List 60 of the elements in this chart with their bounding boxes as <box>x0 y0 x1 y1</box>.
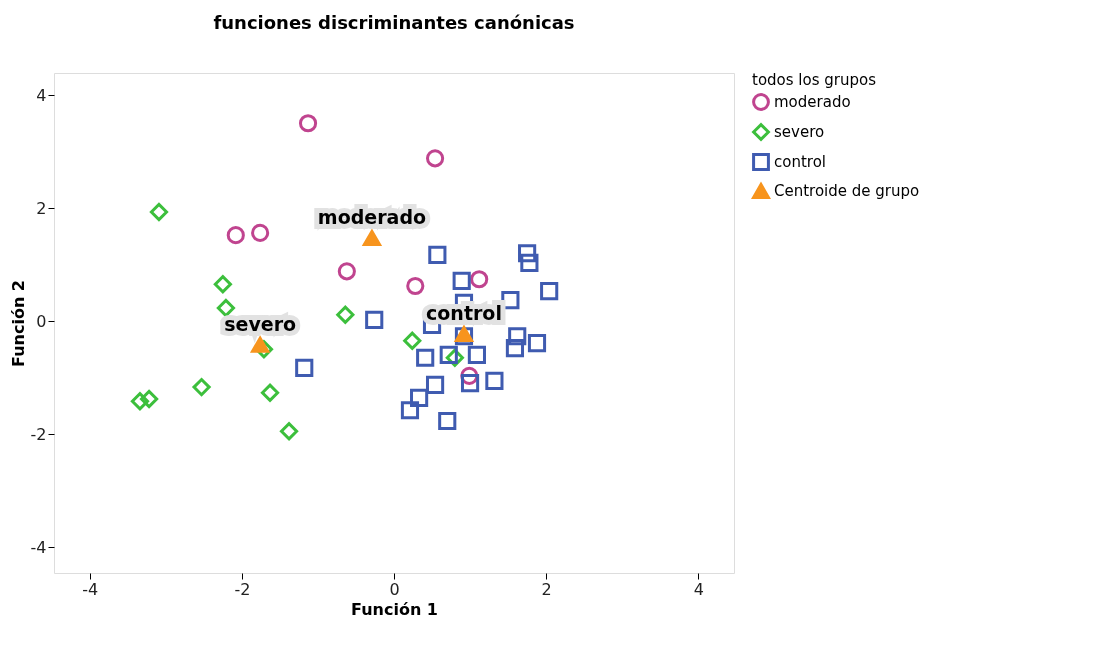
point <box>460 374 480 393</box>
point <box>298 114 318 133</box>
point <box>279 422 299 441</box>
point <box>216 298 235 318</box>
point <box>470 270 489 289</box>
point <box>149 202 169 222</box>
point <box>400 401 420 420</box>
point <box>485 371 504 390</box>
point <box>520 253 539 272</box>
chart-title: funciones discriminantes canónicas <box>213 12 575 33</box>
point <box>438 411 457 431</box>
point <box>505 339 525 358</box>
legend-label: moderado <box>774 93 851 111</box>
y-tick-label: 4 <box>36 85 47 105</box>
legend-label: Centroide de grupo <box>774 182 920 200</box>
point <box>428 245 447 264</box>
point <box>226 226 245 245</box>
x-tick-label: 2 <box>541 579 552 599</box>
point <box>439 345 458 364</box>
point <box>337 262 356 281</box>
x-tick-label: -4 <box>82 579 99 599</box>
point <box>403 331 422 350</box>
y-axis-title: Función 2 <box>8 280 28 367</box>
point <box>362 229 382 247</box>
point <box>365 310 384 329</box>
x-tick-label: 0 <box>389 579 400 599</box>
point <box>260 383 280 402</box>
y-tick-label: 0 <box>36 311 47 331</box>
y-tick-label: 2 <box>36 198 47 218</box>
point <box>295 358 314 377</box>
point <box>467 345 486 364</box>
point <box>251 336 270 353</box>
legend-title: todos los grupos <box>752 71 877 89</box>
annotation: control <box>426 302 502 325</box>
legend-label: severo <box>774 123 825 141</box>
point <box>540 282 559 301</box>
x-axis-title: Función 1 <box>351 599 438 619</box>
point <box>452 271 471 290</box>
point <box>130 392 150 411</box>
point <box>336 305 355 324</box>
point <box>140 389 159 409</box>
point <box>508 327 527 346</box>
point <box>192 378 211 397</box>
y-tick-label: -4 <box>30 537 47 557</box>
point <box>501 291 520 310</box>
point <box>416 348 435 367</box>
point <box>213 275 232 294</box>
point <box>527 333 547 353</box>
annotation: severo <box>224 312 297 335</box>
x-tick-label: 4 <box>693 579 704 599</box>
legend-label: control <box>774 153 826 171</box>
point <box>406 276 425 296</box>
annotation: moderado <box>317 205 427 228</box>
point <box>410 388 429 407</box>
y-tick-label: -2 <box>30 424 47 444</box>
point <box>518 244 537 263</box>
x-tick-label: -2 <box>234 579 251 599</box>
point <box>425 149 445 168</box>
point <box>251 223 270 242</box>
point <box>425 375 445 394</box>
